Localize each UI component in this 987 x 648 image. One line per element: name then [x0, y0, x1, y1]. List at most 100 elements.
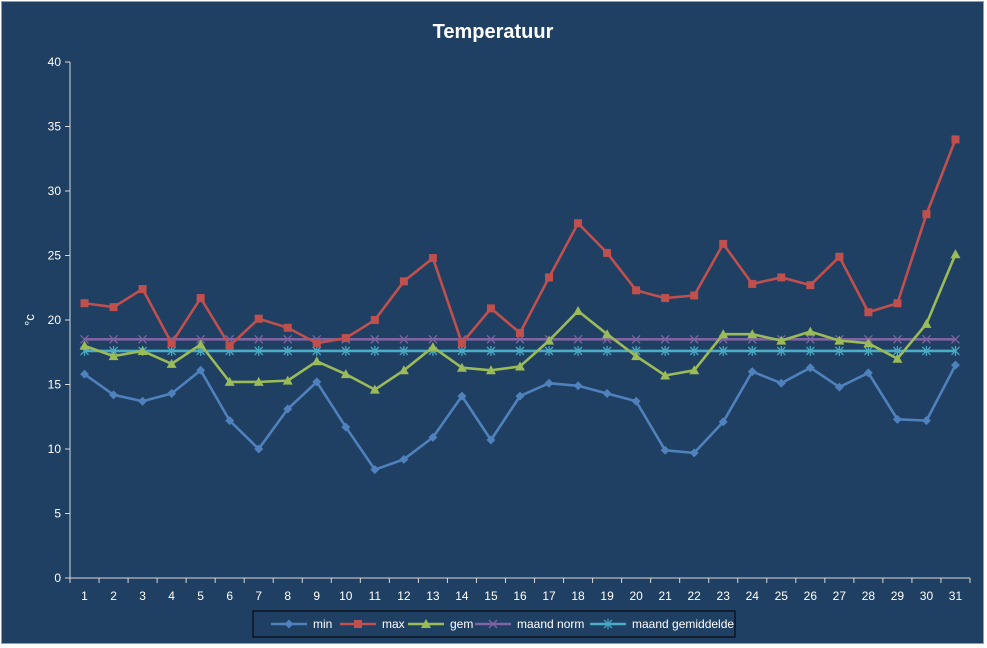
marker-stroke [488, 619, 498, 629]
marker-stroke [399, 334, 409, 344]
legend-box [252, 610, 736, 638]
data-point-min [312, 377, 322, 387]
data-point-gem [892, 353, 903, 363]
data-point-max [457, 339, 466, 348]
x-tick-label: 26 [804, 589, 818, 603]
data-point-max [428, 254, 437, 263]
data-point-gem [863, 338, 874, 348]
x-tick-label: 1 [81, 589, 88, 603]
legend-swatch-marker [421, 619, 431, 628]
data-point-gem [950, 249, 961, 259]
data-point-max [661, 294, 670, 303]
data-point-maand-gemiddelde [167, 345, 177, 356]
data-point-maand-gemiddelde [834, 345, 844, 356]
data-point-max [138, 285, 147, 294]
plot-area [79, 135, 961, 475]
data-point-maand-gemiddelde [776, 345, 786, 356]
data-point-gem [834, 335, 845, 345]
data-point-gem [398, 365, 409, 375]
legend-label: max [382, 617, 405, 631]
data-point-maand-gemiddelde [863, 345, 873, 356]
data-point-max [922, 210, 931, 219]
data-point-min [341, 422, 351, 432]
data-point-gem [602, 329, 613, 339]
data-point-gem [137, 345, 148, 355]
data-point-maand-norm [428, 334, 438, 344]
data-point-maand-norm [283, 334, 293, 344]
data-point-gem [195, 339, 206, 349]
data-point-max [806, 281, 815, 290]
marker-stroke [573, 334, 583, 344]
x-tick-label: 3 [139, 589, 146, 603]
legend-item-max: max [340, 617, 405, 631]
data-point-min [196, 365, 206, 375]
data-point-min [486, 435, 496, 445]
marker-stroke [428, 334, 438, 344]
data-point-min [225, 416, 235, 426]
x-tick-label: 24 [746, 589, 760, 603]
y-tick-label: 35 [48, 120, 62, 134]
data-point-max [283, 323, 292, 332]
data-point-gem [718, 329, 729, 339]
data-point-maand-gemiddelde [341, 345, 351, 356]
data-point-gem [747, 329, 758, 339]
marker-stroke [254, 334, 264, 344]
data-point-min [283, 404, 293, 414]
data-point-gem [485, 365, 496, 375]
series-line-min [83, 364, 957, 471]
legend-label: maand norm [517, 617, 584, 631]
data-point-maand-gemiddelde [515, 345, 525, 356]
series-maand-gemiddelde [80, 345, 960, 356]
series-gem [79, 249, 961, 394]
marker-stroke [486, 334, 496, 344]
data-point-min [457, 391, 467, 401]
marker-stroke [138, 334, 148, 344]
data-point-max [864, 308, 873, 317]
legend-item-maand-gemiddelde: maand gemiddelde [590, 617, 734, 631]
data-point-gem [282, 375, 293, 385]
x-tick-label: 31 [949, 589, 963, 603]
data-point-max [893, 299, 902, 308]
x-tick-label: 22 [688, 589, 702, 603]
marker-stroke [80, 334, 89, 344]
data-point-min [167, 389, 177, 399]
data-point-maand-gemiddelde [312, 345, 322, 356]
data-point-gem [456, 362, 467, 372]
x-tick-label: 28 [862, 589, 876, 603]
data-point-max [312, 339, 321, 348]
legend-swatch-marker [603, 619, 613, 629]
data-point-gem [573, 305, 584, 315]
data-point-min [370, 465, 380, 475]
marker-stroke [951, 334, 960, 344]
data-point-min [573, 381, 583, 391]
y-tick-label: 5 [54, 507, 61, 521]
data-point-gem [631, 351, 642, 361]
x-tick-label: 18 [571, 589, 585, 603]
x-tick-label: 21 [658, 589, 672, 603]
data-point-gem [776, 335, 787, 345]
data-point-min [921, 416, 931, 426]
data-point-min [892, 414, 902, 424]
marker-stroke [892, 334, 902, 344]
data-point-min [660, 445, 670, 455]
data-point-maand-norm [80, 334, 89, 344]
x-tick-label: 20 [629, 589, 643, 603]
data-point-maand-norm [631, 334, 641, 344]
x-tick-label: 7 [255, 589, 262, 603]
data-point-maand-gemiddelde [486, 345, 496, 356]
data-point-min [631, 396, 641, 406]
data-point-gem [311, 356, 322, 366]
data-point-min [718, 417, 728, 427]
data-point-min [544, 378, 554, 388]
data-point-maand-norm [892, 334, 902, 344]
legend-swatch-marker [284, 619, 294, 629]
data-point-min [399, 454, 409, 464]
chart-title: Temperatuur [433, 21, 554, 43]
x-tick-label: 30 [920, 589, 934, 603]
data-point-gem [427, 342, 438, 352]
data-point-gem [224, 376, 235, 386]
data-point-gem [108, 351, 119, 361]
data-point-maand-norm [196, 334, 206, 344]
